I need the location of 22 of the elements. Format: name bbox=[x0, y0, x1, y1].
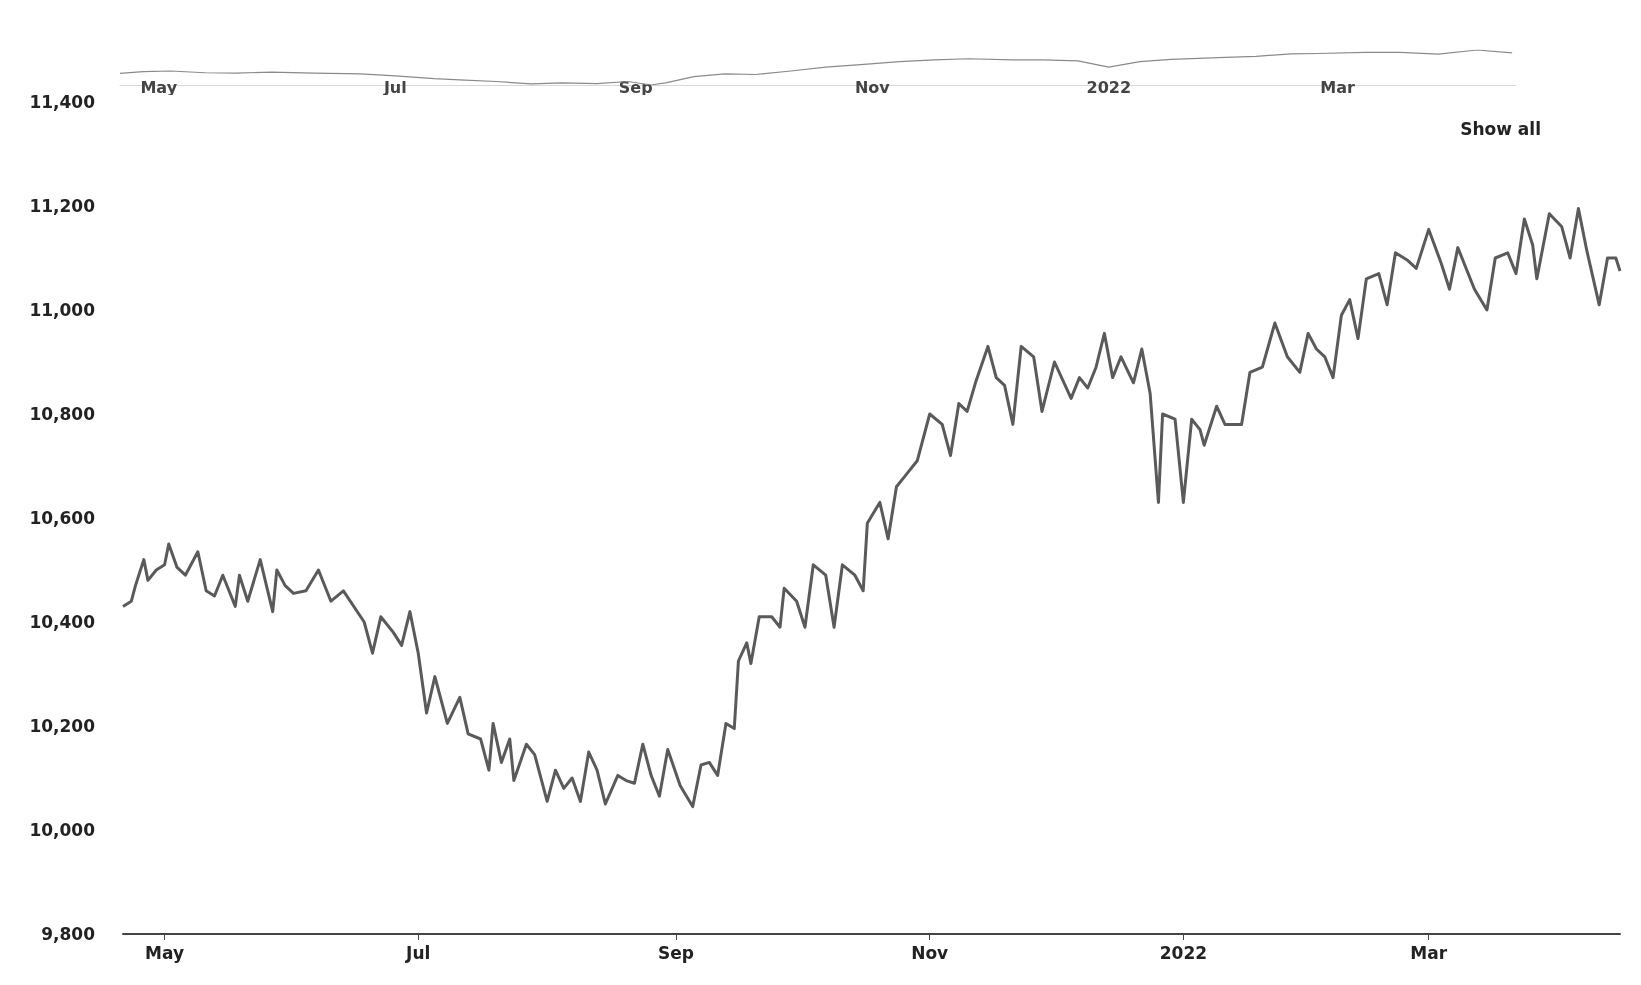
x-tick-label: Jul bbox=[382, 77, 407, 97]
y-tick-label: 11,200 bbox=[29, 196, 96, 216]
y-tick-label: 10,600 bbox=[29, 508, 96, 528]
line-series bbox=[121, 207, 1622, 809]
x-tick-label: 2022 bbox=[1086, 77, 1132, 97]
x-tick-label: Jul bbox=[405, 942, 431, 963]
x-tick-label: May bbox=[145, 942, 185, 963]
x-tick-label: Sep bbox=[658, 942, 695, 963]
x-tick-label: Nov bbox=[854, 77, 891, 97]
y-tick-label: 10,800 bbox=[29, 404, 96, 424]
x-tick-label: Nov bbox=[911, 942, 949, 963]
x-tick-label: 2022 bbox=[1159, 942, 1208, 963]
y-tick-label: 9,800 bbox=[41, 924, 96, 944]
y-tick-label: 11,000 bbox=[29, 300, 96, 320]
x-tick-label: Sep bbox=[618, 77, 653, 97]
x-tick-label: Mar bbox=[1410, 942, 1448, 963]
x-tick-label: Mar bbox=[1320, 77, 1356, 97]
y-tick-label: 10,400 bbox=[29, 612, 96, 632]
y-tick-label: 10,000 bbox=[29, 820, 96, 840]
annotation: Show all bbox=[1460, 118, 1542, 139]
y-tick-label: 10,200 bbox=[29, 716, 96, 736]
y-tick-label: 11,400 bbox=[29, 92, 96, 112]
